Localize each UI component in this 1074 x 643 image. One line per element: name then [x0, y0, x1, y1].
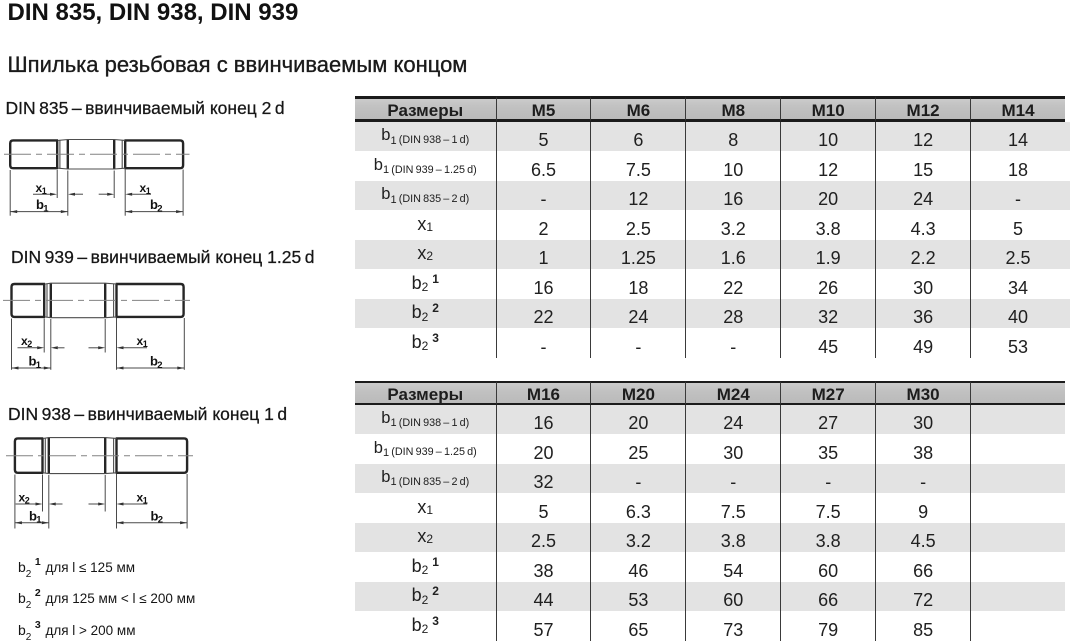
svg-text:1: 1: [143, 496, 148, 506]
svg-text:b: b: [36, 197, 44, 212]
svg-text:x: x: [21, 334, 28, 348]
svg-text:x: x: [19, 491, 26, 505]
svg-text:1: 1: [43, 203, 49, 214]
svg-text:b: b: [29, 509, 37, 524]
svg-text:b: b: [150, 197, 158, 212]
svg-text:1: 1: [143, 339, 148, 349]
svg-text:x: x: [140, 181, 147, 195]
svg-text:1: 1: [36, 515, 42, 526]
svg-text:2: 2: [157, 360, 162, 371]
svg-text:x: x: [137, 334, 144, 348]
svg-text:2: 2: [157, 203, 162, 214]
svg-text:2: 2: [158, 515, 163, 526]
svg-text:x: x: [36, 181, 43, 195]
svg-text:1: 1: [146, 186, 151, 196]
svg-text:x: x: [137, 491, 144, 505]
svg-text:1: 1: [42, 186, 47, 196]
svg-text:2: 2: [25, 496, 30, 506]
svg-text:b: b: [29, 354, 37, 369]
svg-text:b: b: [151, 509, 159, 524]
svg-text:2: 2: [27, 339, 32, 349]
svg-text:b: b: [150, 354, 158, 369]
svg-text:1: 1: [36, 360, 42, 371]
